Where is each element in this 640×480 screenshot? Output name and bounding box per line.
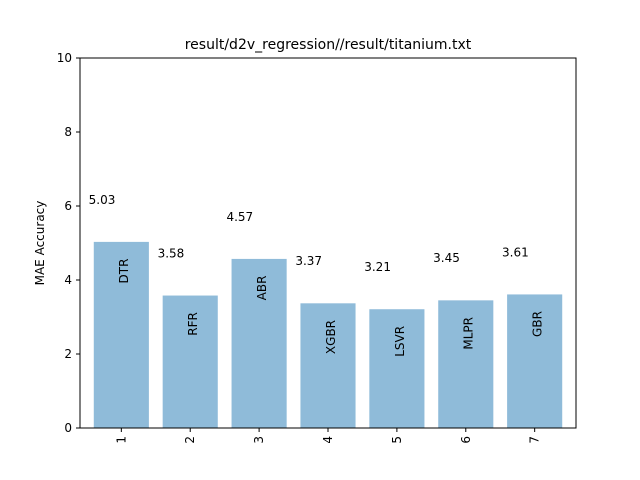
value-label-3: 4.57 — [226, 210, 253, 224]
value-label-4: 3.37 — [295, 254, 322, 268]
plot-frame — [79, 57, 577, 429]
bar-3 — [231, 258, 287, 428]
y-tick-label-2: 2 — [64, 347, 72, 361]
y-tick-label-5: 8 — [64, 125, 72, 139]
bar-4 — [300, 303, 356, 428]
bar-7 — [507, 294, 563, 428]
bar-label-7: GBR — [531, 311, 545, 337]
x-tick-label-2: 2 — [183, 436, 197, 444]
bar-5 — [369, 309, 425, 428]
x-ticks-group: 1 2 3 4 5 6 7 — [114, 428, 542, 444]
y-tick-label-6: 10 — [57, 51, 72, 65]
bar-label-6: MLPR — [462, 317, 476, 350]
bar-label-3: ABR — [255, 276, 269, 301]
value-label-6: 3.45 — [433, 251, 460, 265]
x-tick-label-7: 7 — [528, 436, 542, 444]
value-label-1: 5.03 — [89, 193, 116, 207]
value-label-2: 3.58 — [158, 246, 185, 260]
y-tick-label-4: 6 — [64, 199, 72, 213]
x-tick-label-6: 6 — [459, 436, 473, 444]
x-tick-label-3: 3 — [252, 436, 266, 444]
y-axis-label: MAE Accuracy — [33, 201, 47, 286]
y-tick-label-3: 4 — [64, 273, 72, 287]
x-tick-label-5: 5 — [390, 436, 404, 444]
bar-label-4: XGBR — [324, 320, 338, 354]
chart-title: result/d2v_regression//result/titanium.t… — [185, 37, 472, 53]
bar-1 — [93, 241, 149, 428]
bar-6 — [438, 300, 494, 428]
bars-group: 5.03 DTR 3.58 RFR 4.57 ABR 3.37 XGBR 3.21 LSVR 3.4… — [89, 193, 563, 428]
bar-label-2: RFR — [186, 312, 200, 336]
bar-label-1: DTR — [117, 259, 131, 284]
y-ticks-group: 0 2 4 6 8 10 — [57, 51, 80, 435]
bar-2 — [162, 295, 218, 428]
x-tick-label-1: 1 — [114, 436, 128, 444]
bar-label-5: LSVR — [393, 326, 407, 357]
y-tick-label-1: 0 — [64, 421, 72, 435]
value-label-7: 3.61 — [502, 245, 529, 259]
value-label-5: 3.21 — [364, 260, 391, 274]
x-tick-label-4: 4 — [321, 436, 335, 444]
